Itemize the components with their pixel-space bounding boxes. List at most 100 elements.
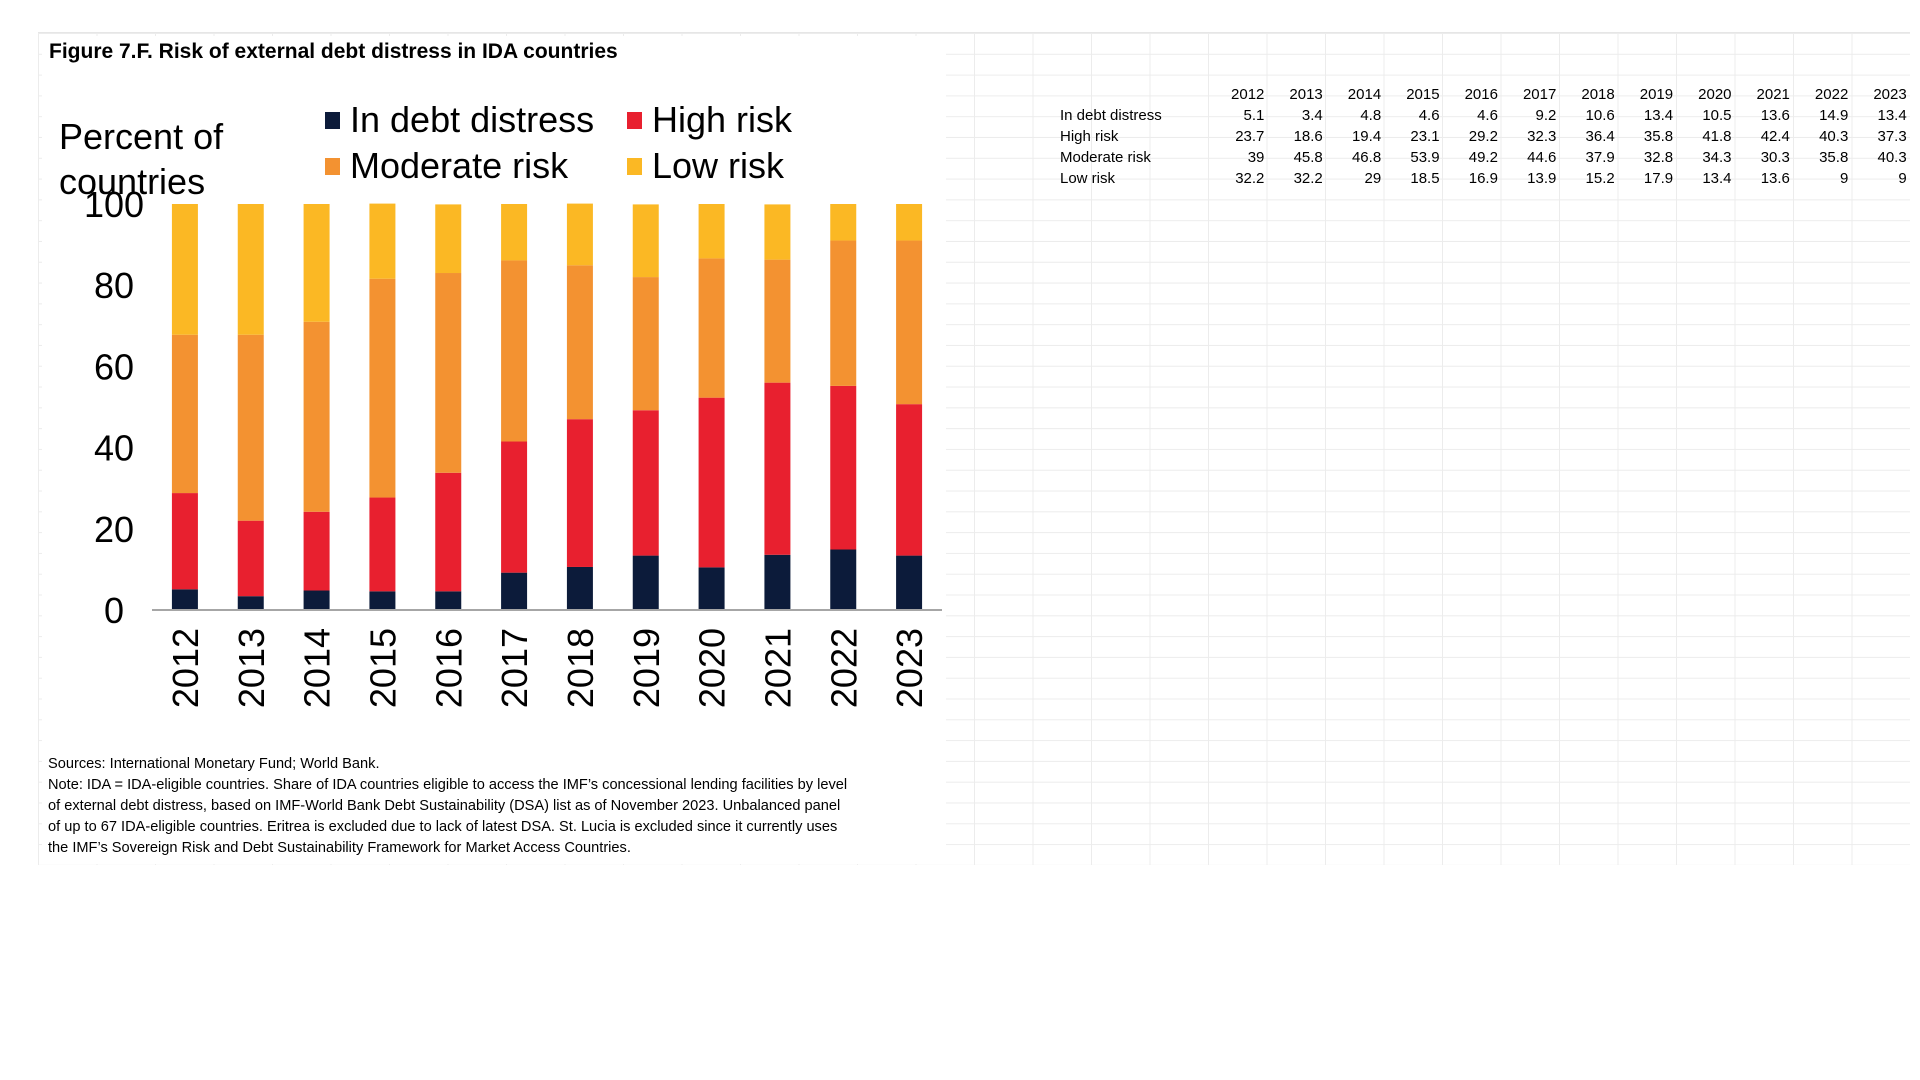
table-cell: 13.6 [1760, 170, 1790, 187]
table-cell: 36.4 [1585, 128, 1615, 145]
table-cell: 32.2 [1235, 170, 1265, 187]
table-row: Moderate risk 39 45.8 46.8 53.9 49.2 44.6 37.9 3… [1060, 147, 1907, 168]
table-cell: 18.6 [1293, 128, 1323, 145]
table-cell: 46.8 [1351, 149, 1382, 166]
figure-title: Figure 7.F. Risk of external debt distre… [49, 40, 618, 63]
bar-segment [830, 549, 857, 610]
bar-segment [830, 240, 857, 386]
y-axis-label: Percent of [59, 116, 224, 157]
bar-segment [764, 382, 791, 555]
table-row-label: Moderate risk [1060, 149, 1151, 166]
bar-segment [830, 385, 857, 550]
bar-segment [764, 554, 791, 610]
table-cell: 40.3 [1819, 128, 1849, 145]
bar-segment [237, 204, 264, 335]
table-cell: 53.9 [1410, 149, 1440, 166]
x-tick-label: 2013 [231, 628, 272, 708]
table-row: High risk 23.7 18.6 19.4 23.1 29.2 32.3 36.4 35.… [1060, 126, 1907, 147]
year-header: 2014 [1347, 86, 1382, 103]
y-tick-label: 60 [94, 346, 134, 387]
bar-segment [369, 278, 396, 498]
legend-label: High risk [652, 99, 793, 140]
y-tick-label: 80 [94, 265, 134, 306]
y-tick-label: 40 [94, 428, 134, 469]
year-header: 2015 [1406, 86, 1440, 103]
bar-segment [435, 472, 462, 592]
note-line: the IMF’s Sovereign Risk and Debt Sustai… [48, 840, 631, 856]
table-cell: 5.1 [1243, 107, 1265, 124]
table-cell: 13.4 [1643, 107, 1674, 124]
bar-segment [303, 511, 330, 591]
bar-segment [896, 240, 923, 405]
y-axis-label: countries [59, 161, 205, 202]
bar-segment [566, 265, 593, 420]
x-tick-label: 2019 [626, 628, 667, 708]
bar-segment [698, 204, 725, 259]
bar-segment [698, 258, 725, 398]
table-cell: 4.6 [1477, 107, 1498, 124]
bar-segment [566, 419, 593, 567]
table-cell: 18.5 [1410, 170, 1440, 187]
y-tick-label: 0 [104, 590, 124, 631]
legend-swatch [627, 112, 642, 129]
bar-segment [303, 204, 330, 322]
table-cell: 37.9 [1585, 149, 1615, 166]
table-cell: 10.6 [1585, 107, 1615, 124]
bar-segment [237, 334, 264, 521]
table-cell: 44.6 [1527, 149, 1557, 166]
bar-segment [566, 566, 593, 610]
bar-segment [501, 572, 528, 610]
bar-segment [764, 204, 791, 260]
y-tick-label: 20 [94, 509, 134, 550]
x-tick-label: 2023 [889, 628, 930, 708]
legend-swatch [325, 112, 340, 129]
table-cell: 29.2 [1468, 128, 1498, 145]
table-row-label: High risk [1060, 128, 1119, 145]
year-header: 2018 [1581, 86, 1615, 103]
data-table: 2012 2013 2014 2015 2016 2017 2018 2019 … [1060, 84, 1907, 189]
note-line: Note: IDA = IDA-eligible countries. Shar… [48, 777, 848, 793]
x-tick-label: 2012 [165, 628, 206, 708]
bar-segment [171, 589, 198, 610]
y-tick-label: 100 [84, 184, 144, 225]
bar-segment [237, 520, 264, 597]
x-tick-label: 2020 [692, 628, 733, 708]
x-tick-label: 2018 [560, 628, 601, 708]
bar-segment [698, 567, 725, 610]
table-cell: 40.3 [1877, 149, 1907, 166]
bar-segment [369, 497, 396, 592]
table-cell: 10.5 [1702, 107, 1732, 124]
bar-segment [896, 404, 923, 556]
note-line: of up to 67 IDA-eligible countries. Erit… [48, 819, 838, 835]
bar-segment [171, 493, 198, 590]
year-header: 2012 [1231, 86, 1265, 103]
table-cell: 4.8 [1360, 107, 1382, 124]
x-tick-label: 2021 [757, 628, 798, 708]
bar-segment [698, 397, 725, 568]
bar-segment [171, 204, 198, 335]
table-cell: 35.8 [1643, 128, 1674, 145]
legend-label: Moderate risk [350, 145, 569, 186]
table-row-label: Low risk [1060, 170, 1116, 187]
table-cell: 15.2 [1585, 170, 1615, 187]
table-corner-cell [1060, 84, 1206, 105]
table-cell: 45.8 [1293, 149, 1323, 166]
year-header: 2020 [1698, 86, 1732, 103]
table-cell: 4.6 [1418, 107, 1440, 124]
bar-segment [237, 596, 264, 610]
bar-segment [303, 590, 330, 610]
table-cell: 39 [1247, 149, 1265, 166]
table-cell: 13.4 [1877, 107, 1907, 124]
legend-label: In debt distress [350, 99, 594, 140]
table-header-row: 2012 2013 2014 2015 2016 2017 2018 2019 … [1060, 84, 1907, 105]
bar-segment [566, 203, 593, 266]
year-header: 2023 [1873, 86, 1907, 103]
table-cell: 3.4 [1301, 107, 1323, 124]
table-cell: 37.3 [1877, 128, 1907, 145]
note-line: of external debt distress, based on IMF-… [48, 798, 841, 814]
bar-segment [896, 204, 923, 241]
bar-segment [435, 273, 462, 473]
bar-segment [632, 277, 659, 411]
table-cell: 13.4 [1702, 170, 1732, 187]
